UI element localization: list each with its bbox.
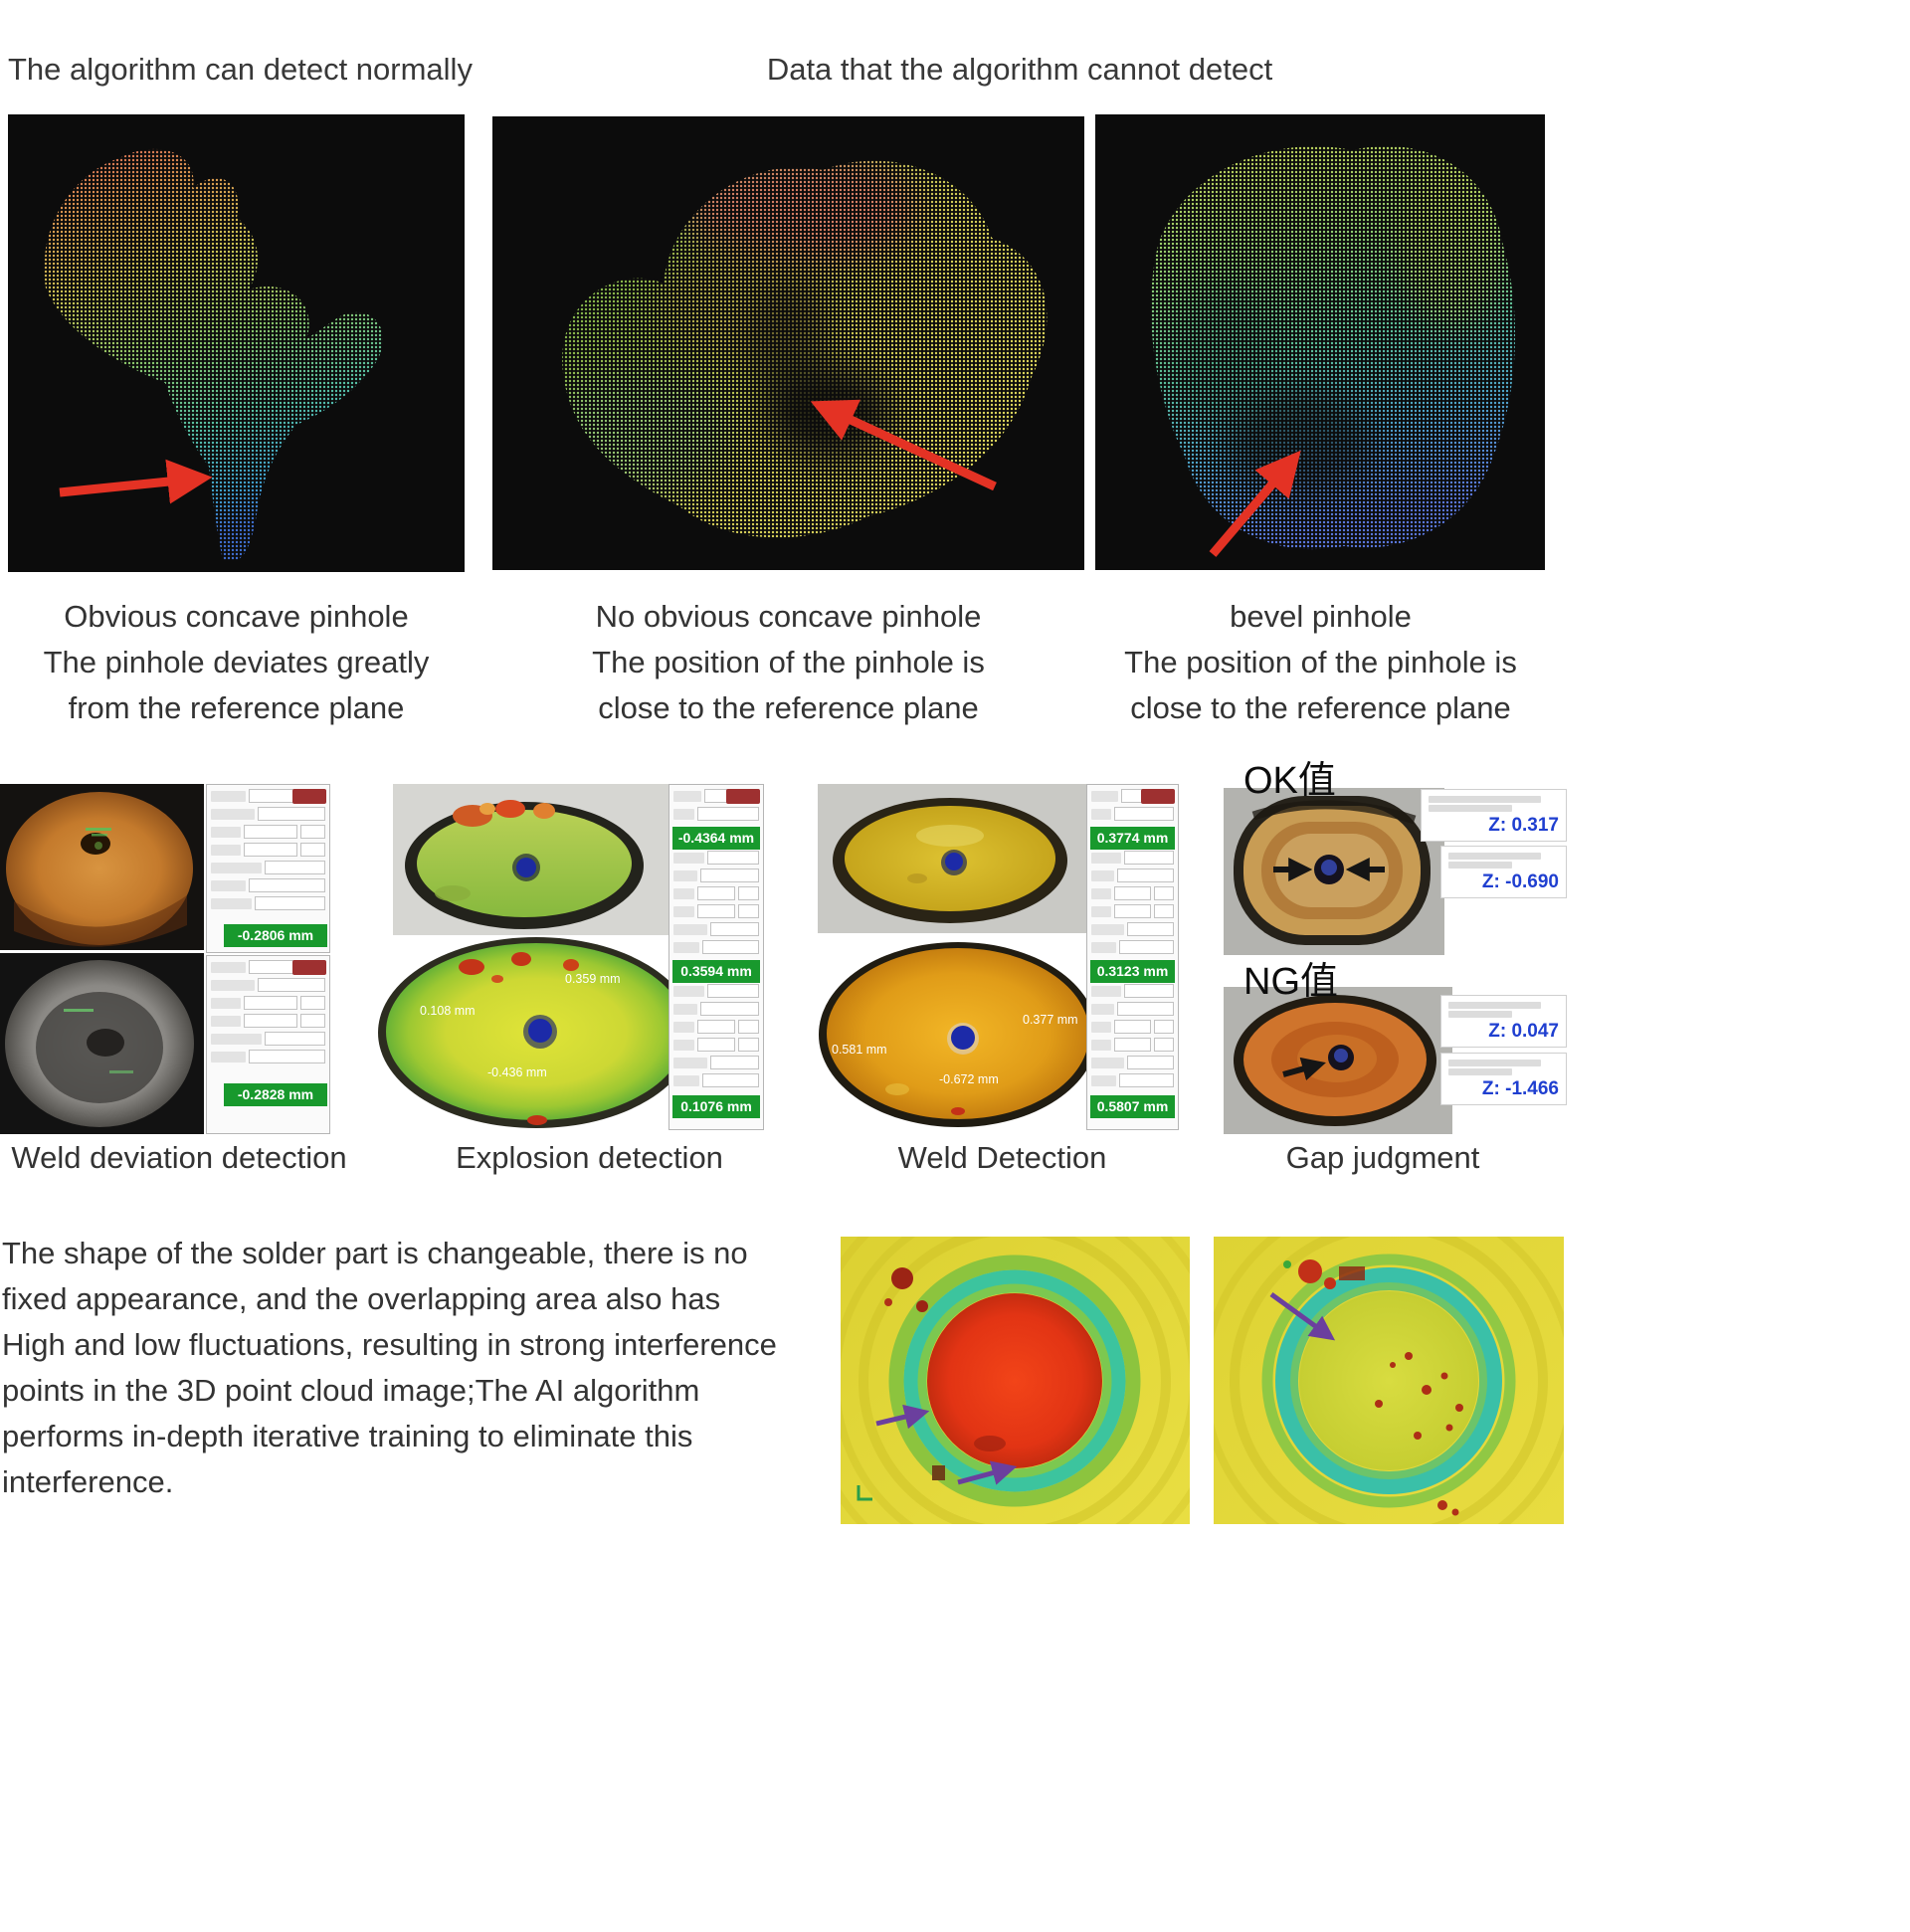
measurement-value-badge: 0.5807 mm: [1090, 1095, 1175, 1118]
annotation-value: 0.581 mm: [832, 1043, 887, 1057]
measurement-value-badge: -0.2828 mm: [224, 1083, 327, 1106]
measurement-value-badge: 0.3123 mm: [1090, 960, 1175, 983]
label-weld-detection: Weld Detection: [897, 1140, 1107, 1175]
gap-judgment-group: OK值 Z: 0.317 Z: -0.690: [1224, 762, 1567, 1136]
paragraph-line: points in the 3D point cloud image;The A…: [2, 1373, 700, 1408]
black-arrow-icon: [1282, 1057, 1326, 1081]
solder-heatmap-red-image: [841, 1237, 1190, 1524]
caption-line: close to the reference plane: [598, 690, 979, 725]
measurement-value-badge: -0.4364 mm: [672, 827, 760, 850]
pointcloud-figure-no-obvious: [492, 116, 1084, 570]
z-value: Z: -1.466: [1481, 1078, 1559, 1099]
explosion-photo-top: [393, 784, 668, 935]
caption-bevel: bevel pinhole The position of the pinhol…: [1094, 594, 1547, 731]
annotation-value: -0.436 mm: [487, 1065, 547, 1079]
measurement-value-badge: 0.3774 mm: [1090, 827, 1175, 850]
caption-line: bevel pinhole: [1230, 599, 1412, 634]
ok-label: OK值: [1243, 760, 1336, 802]
red-arrow-icon: [59, 459, 213, 504]
z-value: Z: 0.047: [1488, 1021, 1559, 1042]
weld-photo-top: [818, 784, 1086, 933]
caption-line: The position of the pinhole is: [1124, 645, 1517, 679]
paragraph-line: interference.: [2, 1464, 174, 1499]
ng-label: NG值: [1243, 961, 1339, 1003]
annotation-value: 0.377 mm: [1023, 1013, 1078, 1027]
pointcloud-image-2: [492, 116, 1084, 570]
weld-deviation-group: -0.2806 mm -0.2828 mm: [0, 784, 330, 1134]
paragraph-line: The shape of the solder part is changeab…: [2, 1236, 748, 1270]
weld-detection-group: 0.581 mm 0.377 mm -0.672 mm 0.3774 mm 0.…: [818, 784, 1179, 1134]
caption-line: from the reference plane: [68, 690, 405, 725]
gap-ok-photo: [1224, 788, 1444, 955]
z-value: Z: -0.690: [1481, 871, 1559, 892]
purple-arrow-icon: [875, 1404, 930, 1430]
explosion-heatmap: 0.108 mm 0.359 mm -0.436 mm: [378, 937, 694, 1128]
weld-photo-color: [0, 784, 204, 950]
label-explosion-detection: Explosion detection: [456, 1140, 723, 1175]
measurement-panel: -0.2806 mm: [206, 784, 330, 953]
header-right: Data that the algorithm cannot detect: [766, 52, 1273, 87]
measurement-value-badge: 0.1076 mm: [672, 1095, 760, 1118]
measurement-panel: -0.4364 mm 0.3594 mm 0.1076 mm: [668, 784, 764, 1130]
header-left: The algorithm can detect normally: [8, 52, 473, 87]
paragraph-line: High and low fluctuations, resulting in …: [2, 1327, 777, 1362]
z-value-box: Z: 0.317: [1421, 789, 1567, 842]
measurement-panel: -0.2828 mm: [206, 955, 330, 1134]
pointcloud-image-1: [8, 114, 465, 572]
annotation-value: -0.672 mm: [939, 1072, 999, 1086]
red-arrow-icon: [810, 399, 997, 491]
panel-button: [1141, 789, 1175, 804]
caption-line: No obvious concave pinhole: [595, 599, 982, 634]
caption-line: close to the reference plane: [1130, 690, 1511, 725]
pointcloud-figure-bevel: [1095, 114, 1545, 570]
label-weld-deviation-detection: Weld deviation detection: [11, 1140, 347, 1175]
paragraph-line: performs in-depth iterative training to …: [2, 1419, 693, 1453]
explosion-group: 0.108 mm 0.359 mm -0.436 mm -0.4364 mm 0…: [376, 784, 764, 1134]
label-gap-judgment: Gap judgment: [1285, 1140, 1480, 1175]
annotation-value: 0.359 mm: [565, 972, 621, 986]
caption-obvious-concave: Obvious concave pinhole The pinhole devi…: [0, 594, 473, 731]
paragraph-line: fixed appearance, and the overlapping ar…: [2, 1281, 721, 1316]
measurement-value-badge: -0.2806 mm: [224, 924, 327, 947]
bottom-paragraph: The shape of the solder part is changeab…: [2, 1231, 858, 1505]
panel-button: [726, 789, 760, 804]
caption-line: The position of the pinhole is: [592, 645, 985, 679]
measurement-value-badge: 0.3594 mm: [672, 960, 760, 983]
solder-heatmap-green-image: [1214, 1237, 1564, 1524]
z-value: Z: 0.317: [1488, 815, 1559, 836]
purple-arrow-icon: [1269, 1291, 1336, 1341]
caption-no-obvious-concave: No obvious concave pinhole The position …: [492, 594, 1084, 731]
caption-line: The pinhole deviates greatly: [43, 645, 430, 679]
caption-line: Obvious concave pinhole: [64, 599, 409, 634]
panel-button: [292, 789, 326, 804]
gap-ng-photo: [1224, 987, 1452, 1134]
z-value-box: Z: 0.047: [1440, 995, 1567, 1048]
solder-heatmap-red: [841, 1237, 1190, 1524]
z-value-box: Z: -0.690: [1440, 846, 1567, 898]
solder-heatmap-green: [1214, 1237, 1564, 1524]
weld-photo-gray: [0, 953, 204, 1134]
red-arrow-icon: [1209, 450, 1301, 557]
annotation-value: 0.108 mm: [420, 1004, 476, 1018]
measurement-panel: 0.3774 mm 0.3123 mm 0.5807 mm: [1086, 784, 1179, 1130]
pointcloud-figure-obvious: [8, 114, 465, 572]
purple-arrow-icon: [957, 1460, 1018, 1485]
z-value-box: Z: -1.466: [1440, 1053, 1567, 1105]
weld-heatmap: 0.581 mm 0.377 mm -0.672 mm: [819, 942, 1097, 1127]
pointcloud-image-3: [1095, 114, 1545, 570]
panel-button: [292, 960, 326, 975]
